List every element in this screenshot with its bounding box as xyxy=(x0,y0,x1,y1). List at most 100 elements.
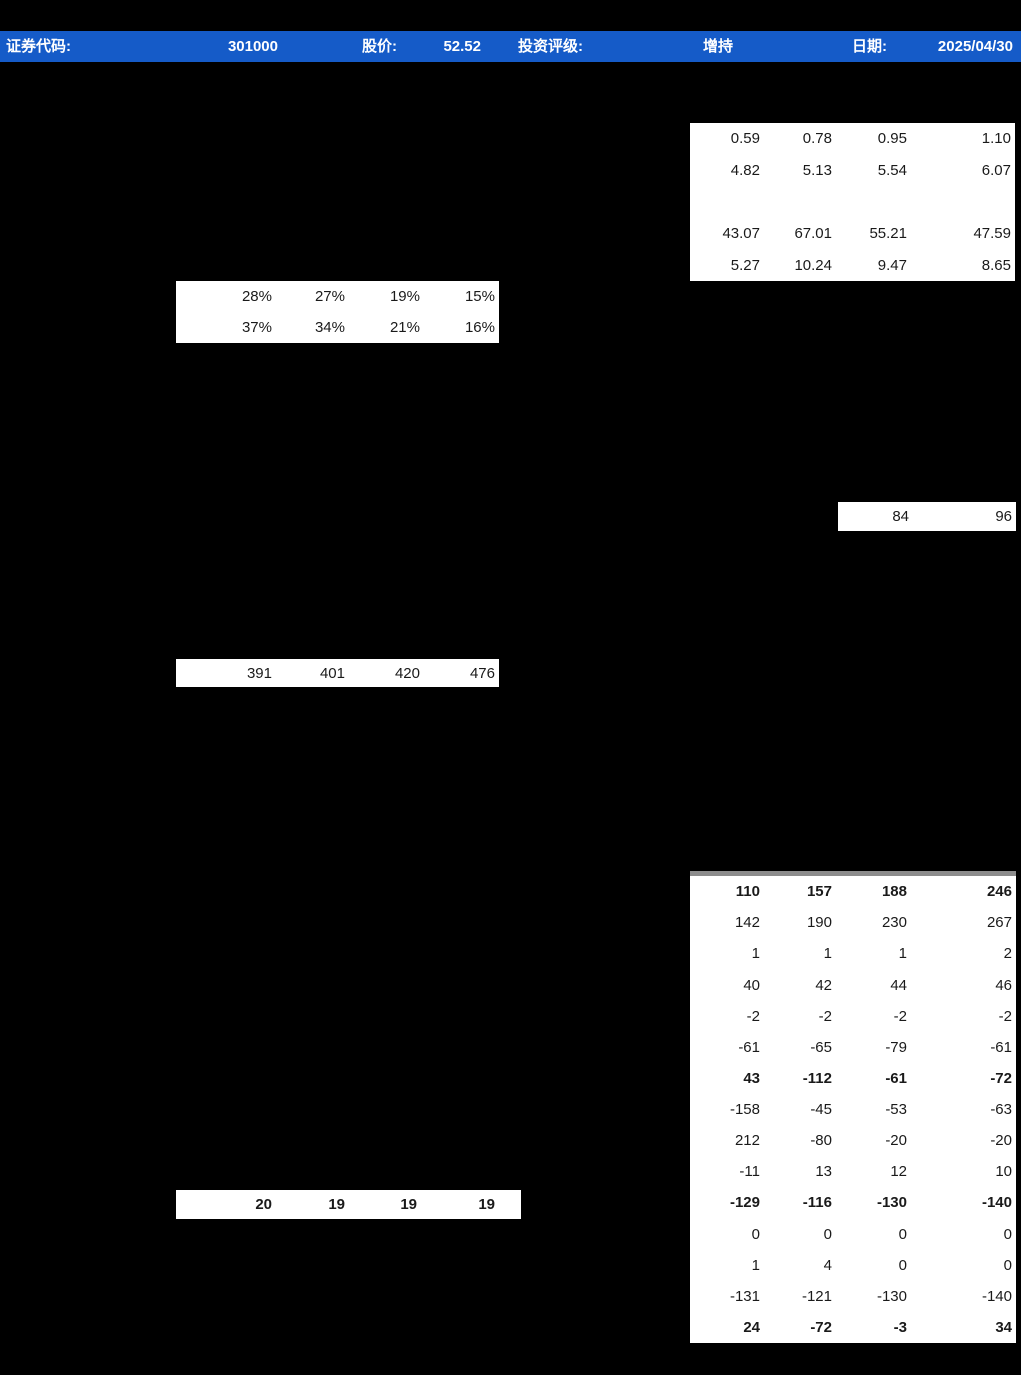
table-cell: 19% xyxy=(389,288,420,305)
table-cell: -2 xyxy=(998,1007,1012,1025)
securities-code-label: 证券代码: xyxy=(6,38,71,55)
bottom-right-values-table: 110 157 188 246 142 190 230 267 1 1 1 2 40 42 44 46 -2 -2… xyxy=(690,876,1016,1343)
table-cell: 42 xyxy=(815,976,832,994)
stock-price-value: 52.52 xyxy=(443,38,481,55)
table-cell: -61 xyxy=(885,1069,907,1087)
table-cell: -121 xyxy=(801,1287,832,1305)
table-cell: -116 xyxy=(802,1194,832,1212)
table-cell: -2 xyxy=(818,1007,832,1025)
table-cell: 0.78 xyxy=(802,130,832,148)
table-cell: 0 xyxy=(898,1225,907,1243)
table-cell: 267 xyxy=(986,914,1012,932)
investment-rating-label: 投资评级: xyxy=(518,38,583,55)
table-cell: -61 xyxy=(990,1038,1012,1056)
table-cell: 1 xyxy=(751,945,760,963)
table-cell: 142 xyxy=(734,914,760,932)
header-bar: 证券代码: 301000 股价: 52.52 投资评级: 增持 日期: 2025… xyxy=(0,31,1021,62)
table-cell: 28% xyxy=(241,288,272,305)
table-cell: -79 xyxy=(885,1038,907,1056)
table-cell: 246 xyxy=(986,883,1012,901)
table-cell: -72 xyxy=(990,1069,1012,1087)
table-cell: 19 xyxy=(400,1196,417,1213)
table-cell: 0.59 xyxy=(730,130,760,148)
table-cell: -80 xyxy=(810,1132,832,1150)
table-cell: -65 xyxy=(810,1038,832,1056)
table-cell: -2 xyxy=(893,1007,907,1025)
table-cell: -2 xyxy=(746,1007,760,1025)
table-cell: 5.13 xyxy=(802,161,832,179)
table-cell: -63 xyxy=(990,1101,1012,1118)
table-cell: 44 xyxy=(890,976,907,994)
table-cell xyxy=(911,186,1015,218)
top-right-values-table: 0.59 0.78 0.95 1.10 4.82 5.13 5.54 6.07 43.07 67.… xyxy=(690,123,1015,281)
table-cell: -72 xyxy=(810,1318,832,1336)
table-cell: -20 xyxy=(885,1132,907,1150)
table-cell: 15% xyxy=(464,288,495,305)
table-cell: -11 xyxy=(739,1163,760,1181)
table-cell: 391 xyxy=(246,664,272,682)
table-cell: 9.47 xyxy=(877,256,907,274)
table-cell: 157 xyxy=(806,883,832,901)
table-cell: 1 xyxy=(751,1256,760,1274)
table-cell: 5.54 xyxy=(877,161,907,179)
table-cell: 84 xyxy=(892,508,909,525)
table-cell: 6.07 xyxy=(981,161,1011,179)
table-cell: -61 xyxy=(738,1038,760,1056)
table-cell: 43.07 xyxy=(722,225,760,243)
table-cell: 46 xyxy=(995,976,1012,994)
table-cell: 212 xyxy=(734,1132,760,1150)
table-cell: 476 xyxy=(469,664,495,682)
table-cell: 5.27 xyxy=(730,256,760,274)
table-cell: 27% xyxy=(314,288,345,305)
table-cell: 21% xyxy=(389,319,420,336)
table-cell: 8.65 xyxy=(981,256,1011,274)
table-cell: 37% xyxy=(241,319,272,336)
table-cell: -45 xyxy=(810,1101,832,1118)
table-cell xyxy=(764,186,836,218)
table-cell: 0 xyxy=(1003,1256,1012,1274)
table-cell: 47.59 xyxy=(973,225,1011,243)
table-cell: -140 xyxy=(981,1194,1012,1212)
table-cell: 1 xyxy=(823,945,832,963)
table-cell: -3 xyxy=(893,1318,907,1336)
table-cell: 34 xyxy=(995,1318,1012,1336)
table-cell: 230 xyxy=(881,914,907,932)
table-cell: 19 xyxy=(478,1196,495,1213)
table-cell: 19 xyxy=(328,1196,345,1213)
table-cell: 401 xyxy=(319,664,345,682)
table-cell: 4.82 xyxy=(730,161,760,179)
table-cell: 0 xyxy=(751,1225,760,1243)
stock-price-label: 股价: xyxy=(362,38,397,55)
table-cell: 43 xyxy=(743,1069,760,1087)
table-cell: -158 xyxy=(729,1101,760,1118)
table-cell xyxy=(836,186,911,218)
table-cell: 10 xyxy=(995,1163,1012,1181)
table-cell: 1.10 xyxy=(981,130,1011,148)
table-cell xyxy=(690,186,764,218)
table-cell: 190 xyxy=(806,914,832,932)
two-values-table: 84 96 xyxy=(838,502,1016,531)
date-value: 2025/04/30 xyxy=(937,38,1013,55)
table-cell: 1 xyxy=(898,945,907,963)
table-cell: -130 xyxy=(876,1194,907,1212)
table-cell: 67.01 xyxy=(794,225,832,243)
table-cell: 24 xyxy=(743,1318,760,1336)
table-cell: 34% xyxy=(314,319,345,336)
table-cell: 12 xyxy=(890,1163,907,1181)
table-cell: 2 xyxy=(1003,945,1012,963)
table-cell: -20 xyxy=(990,1132,1012,1150)
table-cell: -53 xyxy=(885,1101,907,1118)
table-cell: 55.21 xyxy=(869,225,907,243)
table-cell: -130 xyxy=(876,1287,907,1305)
date-label: 日期: xyxy=(852,38,887,55)
bottom-left-values-table: 20 19 19 19 xyxy=(176,1190,521,1219)
investment-rating-value: 增持 xyxy=(702,38,733,55)
table-cell: 0 xyxy=(823,1225,832,1243)
table-cell: 0 xyxy=(1003,1225,1012,1243)
table-cell: 0.95 xyxy=(877,130,907,148)
table-cell: 10.24 xyxy=(794,256,832,274)
table-cell: 20 xyxy=(255,1196,272,1213)
percent-values-table: 28% 27% 19% 15% 37% 34% 21% 16% xyxy=(176,281,499,343)
table-top-border xyxy=(690,871,1016,876)
